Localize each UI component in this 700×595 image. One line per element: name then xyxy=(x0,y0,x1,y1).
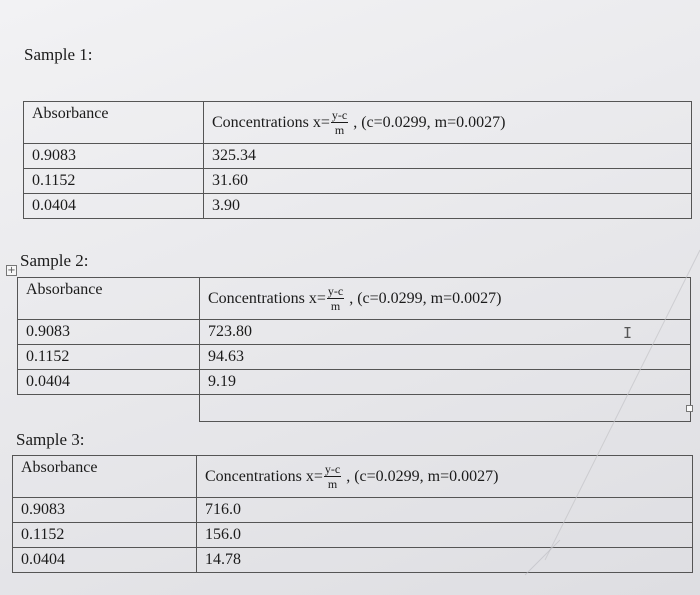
table-row: 0.0404 14.78 xyxy=(12,547,693,573)
concentration-cell[interactable]: 325.34 xyxy=(203,143,692,169)
table-row: 0.9083 325.34 xyxy=(23,143,692,169)
concentration-cell[interactable]: 9.19 xyxy=(199,369,691,395)
empty-cell[interactable] xyxy=(199,394,691,422)
sample-3-table: Absorbance Concentrations x= y-c m , (c=… xyxy=(12,455,693,573)
absorbance-cell[interactable]: 0.1152 xyxy=(23,168,204,194)
concentration-cell[interactable]: 716.0 xyxy=(196,497,693,523)
table-row: 0.1152 94.63 xyxy=(17,344,691,370)
concentration-cell[interactable]: 31.60 xyxy=(203,168,692,194)
formula-params: , (c=0.0299, m=0.0027) xyxy=(346,467,499,485)
sample-3-title: Sample 3: xyxy=(16,430,85,449)
formula-numerator: y-c xyxy=(323,462,342,477)
concentration-header[interactable]: Concentrations x= y-c m , (c=0.0299, m=0… xyxy=(199,277,691,320)
table-row: 0.9083 723.80 xyxy=(17,319,691,345)
absorbance-cell[interactable]: 0.0404 xyxy=(12,547,197,573)
table-row: 0.0404 3.90 xyxy=(23,193,692,219)
sample-2-title: Sample 2: xyxy=(20,251,89,270)
concentration-cell[interactable]: 723.80 xyxy=(199,319,691,345)
formula-fraction: y-c m xyxy=(323,462,342,491)
concentration-cell[interactable]: 14.78 xyxy=(196,547,693,573)
table-move-handle[interactable]: + xyxy=(6,265,17,276)
sample-1-header-row: Absorbance Concentrations x= y-c m , (c=… xyxy=(23,101,692,144)
formula-numerator: y-c xyxy=(330,108,349,123)
sample-1-table: Absorbance Concentrations x= y-c m , (c=… xyxy=(23,101,692,219)
table-row: 0.0404 9.19 xyxy=(17,369,691,395)
move-cross-icon: + xyxy=(7,265,16,276)
concentration-cell[interactable]: 94.63 xyxy=(199,344,691,370)
concentration-header[interactable]: Concentrations x= y-c m , (c=0.0299, m=0… xyxy=(203,101,692,144)
absorbance-cell[interactable]: 0.0404 xyxy=(23,193,204,219)
formula-denominator: m xyxy=(330,299,341,313)
table-spacer-row xyxy=(17,394,691,422)
concentration-label: Concentrations x= xyxy=(212,113,330,131)
sample-3-header-row: Absorbance Concentrations x= y-c m , (c=… xyxy=(12,455,693,498)
concentration-label: Concentrations x= xyxy=(205,467,323,485)
empty-cell xyxy=(17,394,200,422)
formula-params: , (c=0.0299, m=0.0027) xyxy=(349,289,502,307)
absorbance-cell[interactable]: 0.9083 xyxy=(12,497,197,523)
sample-2-header-row: Absorbance Concentrations x= y-c m , (c=… xyxy=(17,277,691,320)
absorbance-header[interactable]: Absorbance xyxy=(23,101,204,144)
formula-numerator: y-c xyxy=(326,284,345,299)
sample-1-title: Sample 1: xyxy=(24,45,93,64)
formula-denominator: m xyxy=(334,123,345,137)
absorbance-cell[interactable]: 0.9083 xyxy=(23,143,204,169)
absorbance-cell[interactable]: 0.1152 xyxy=(17,344,200,370)
absorbance-header[interactable]: Absorbance xyxy=(12,455,197,498)
formula-denominator: m xyxy=(327,477,338,491)
ibeam-cursor-icon: I xyxy=(623,324,633,342)
formula-params: , (c=0.0299, m=0.0027) xyxy=(353,113,506,131)
concentration-cell[interactable]: 156.0 xyxy=(196,522,693,548)
concentration-header[interactable]: Concentrations x= y-c m , (c=0.0299, m=0… xyxy=(196,455,693,498)
formula-fraction: y-c m xyxy=(326,284,345,313)
table-row: 0.1152 31.60 xyxy=(23,168,692,194)
absorbance-cell[interactable]: 0.1152 xyxy=(12,522,197,548)
table-resize-handle[interactable] xyxy=(686,405,693,412)
table-row: 0.1152 156.0 xyxy=(12,522,693,548)
table-row: 0.9083 716.0 xyxy=(12,497,693,523)
concentration-label: Concentrations x= xyxy=(208,289,326,307)
sample-2-table: Absorbance Concentrations x= y-c m , (c=… xyxy=(17,277,691,422)
concentration-cell[interactable]: 3.90 xyxy=(203,193,692,219)
absorbance-cell[interactable]: 0.9083 xyxy=(17,319,200,345)
formula-fraction: y-c m xyxy=(330,108,349,137)
absorbance-header[interactable]: Absorbance xyxy=(17,277,200,320)
absorbance-cell[interactable]: 0.0404 xyxy=(17,369,200,395)
